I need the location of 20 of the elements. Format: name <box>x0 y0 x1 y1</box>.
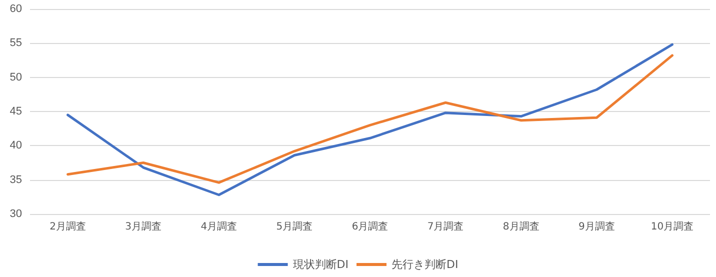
y-tick-label: 55 <box>10 37 22 50</box>
y-tick-label: 50 <box>10 71 22 84</box>
line-series <box>66 54 674 184</box>
x-tick-label: 3月調査 <box>125 220 162 232</box>
y-tick-label: 30 <box>10 208 22 220</box>
y-tick-label: 35 <box>10 174 22 186</box>
x-tick-label: 10月調査 <box>650 220 694 232</box>
y-tick-label: 40 <box>10 140 22 152</box>
x-tick-label: 4月調査 <box>200 220 238 232</box>
line-series <box>66 43 674 196</box>
x-tick-label: 7月調査 <box>427 220 464 232</box>
y-tick-label: 45 <box>10 106 22 118</box>
x-tick-label: 2月調査 <box>50 220 86 232</box>
x-tick-label: 9月調査 <box>578 220 615 232</box>
x-tick-label: 8月調査 <box>502 220 540 232</box>
x-tick-label: 5月調査 <box>276 220 313 232</box>
legend-label: 先行き判断DI <box>392 258 458 271</box>
legend-label: 現状判断DI <box>292 258 349 271</box>
x-tick-label: 6月調査 <box>352 220 388 232</box>
y-tick-label: 60 <box>10 3 22 15</box>
